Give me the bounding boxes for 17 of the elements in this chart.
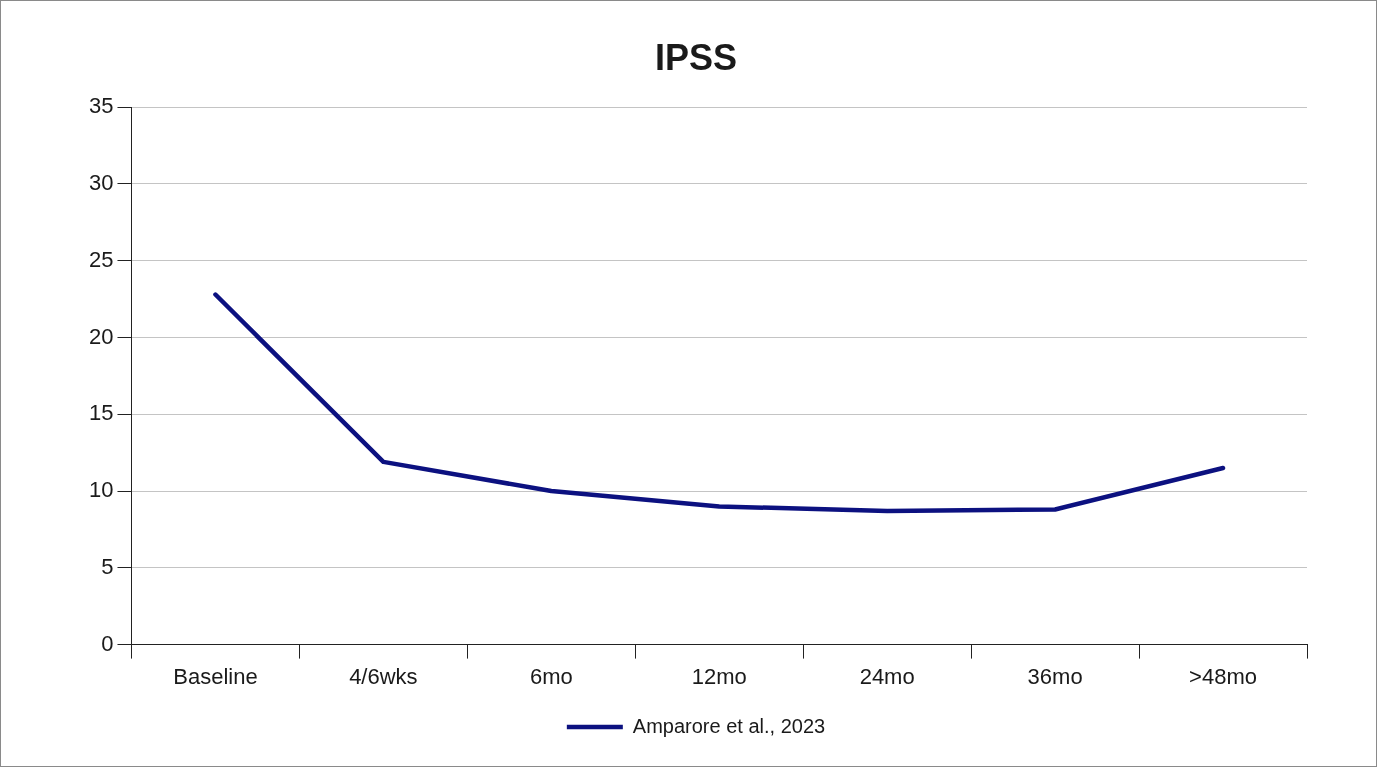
y-tick-label: 30 xyxy=(88,170,114,196)
x-tick-label: 36mo xyxy=(1027,663,1083,689)
chart-title: IPSS xyxy=(654,36,738,78)
y-tick-label: 25 xyxy=(88,246,114,272)
y-tick-label: 20 xyxy=(88,323,114,349)
y-tick-label: 10 xyxy=(88,477,114,503)
x-tick-label: 4/6wks xyxy=(349,663,418,689)
x-tick-label: >48mo xyxy=(1189,663,1257,689)
legend-label: Amparore et al., 2023 xyxy=(632,714,826,737)
x-tick-label: 24mo xyxy=(859,663,915,689)
x-tick-label: Baseline xyxy=(173,663,258,689)
x-tick-label: 12mo xyxy=(691,663,747,689)
y-tick-label: 0 xyxy=(101,630,114,656)
x-tick-label: 6mo xyxy=(529,663,573,689)
y-tick-label: 35 xyxy=(88,93,114,119)
y-tick-label: 5 xyxy=(101,553,114,579)
y-tick-label: 15 xyxy=(88,400,114,426)
